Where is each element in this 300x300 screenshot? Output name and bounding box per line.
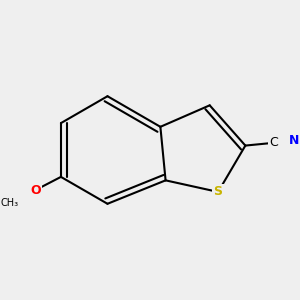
Text: S: S <box>214 185 223 198</box>
Text: CH₃: CH₃ <box>1 198 19 208</box>
Text: C: C <box>270 136 278 149</box>
Text: N: N <box>289 134 299 147</box>
Text: O: O <box>30 184 41 197</box>
